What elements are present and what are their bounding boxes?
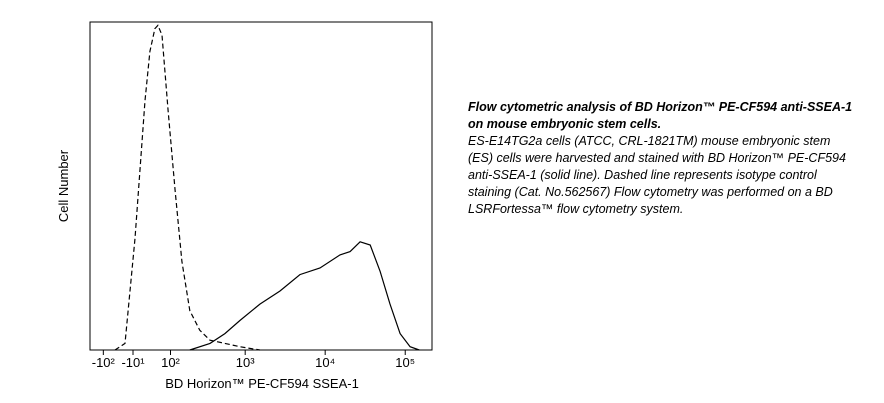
caption-title: Flow cytometric analysis of BD Horizon™ … [468,100,853,131]
x-tick-label: -10² [92,355,116,370]
x-tick-label: 10³ [236,355,255,370]
y-axis-label: Cell Number [56,149,71,222]
x-axis-label: BD Horizon™ PE-CF594 SSEA-1 [165,376,359,391]
plot-frame [89,21,433,351]
x-tick-label: 10² [161,355,180,370]
x-tick-label: 10⁵ [395,355,415,370]
caption: Flow cytometric analysis of BD Horizon™ … [468,99,853,218]
chart: BD Horizon™ PE-CF594 SSEA-1 Cell Number … [56,21,433,391]
x-tick-label: -10¹ [121,355,145,370]
caption-text: ES-E14TG2a cells (ATCC, CRL-1821TM) mous… [468,134,846,216]
histogram-line [114,24,260,351]
histogram-line [189,241,420,351]
x-tick-label: 10⁴ [315,355,335,370]
